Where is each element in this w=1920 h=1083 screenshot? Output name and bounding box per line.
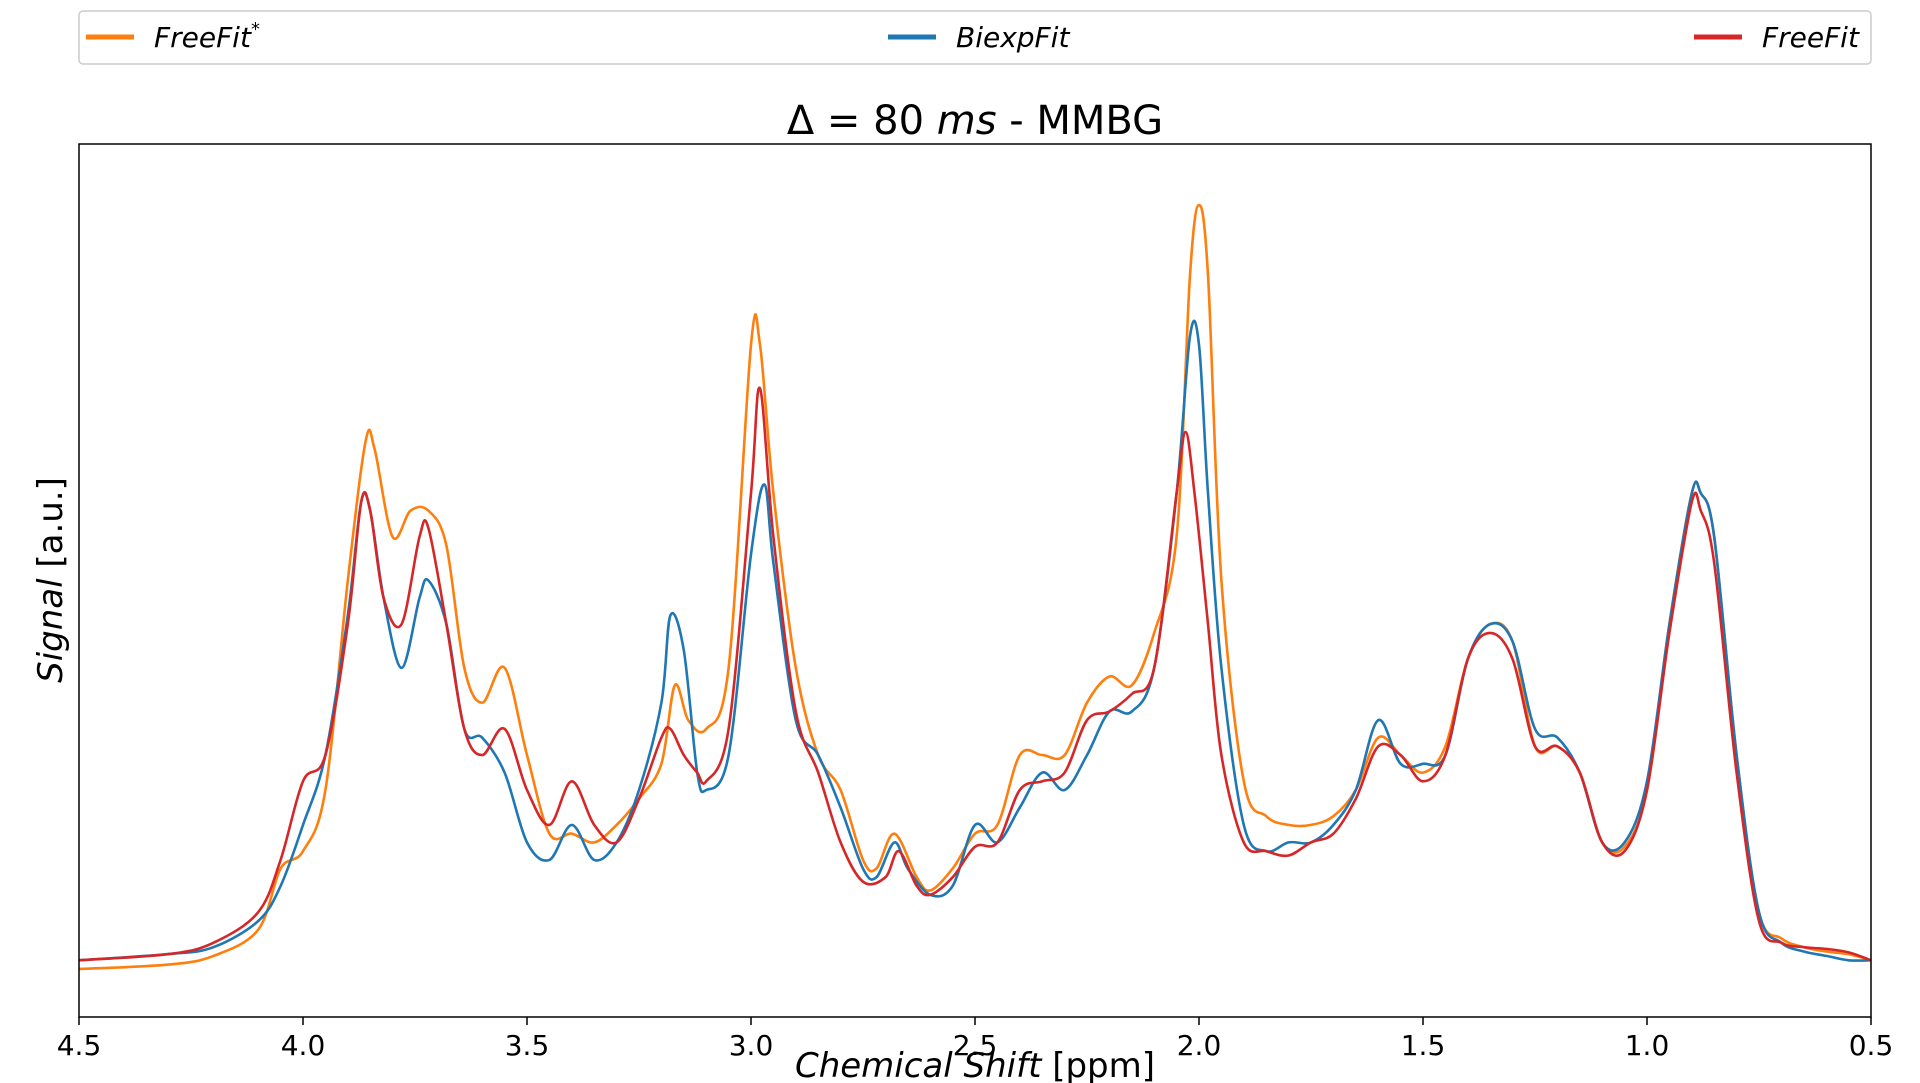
chart-title: Δ = 80 ms - MMBG: [787, 98, 1163, 144]
legend-frame: [78, 10, 1872, 65]
series-layer: [79, 203, 1871, 971]
x-tick-label: 0.5: [1849, 1029, 1894, 1062]
x-tick-label: 3.5: [505, 1029, 550, 1062]
legend-label-2: FreeFit: [1762, 21, 1860, 54]
x-tick-label: 1.0: [1625, 1029, 1670, 1062]
x-tick-label: 4.5: [57, 1029, 102, 1062]
x-tick-label: 2.5: [953, 1029, 998, 1062]
legend-items: FreeFit* BiexpFit FreeFit: [86, 19, 1860, 54]
legend-label-1: BiexpFit: [956, 21, 1070, 54]
y-axis-label: Signal [a.u.]: [31, 477, 71, 683]
x-axis-label: Chemical Shift [ppm]: [795, 1046, 1155, 1083]
legend-label-0: FreeFit*: [154, 19, 260, 54]
series-line-2: [79, 386, 1871, 962]
series-line-1: [79, 319, 1871, 962]
x-tick-label: 1.5: [1401, 1029, 1446, 1062]
x-tick-label: 2.0: [1177, 1029, 1222, 1062]
x-tick-label: 3.0: [729, 1029, 774, 1062]
x-tick-label: 4.0: [281, 1029, 326, 1062]
series-line-0: [79, 203, 1871, 971]
legend: FreeFit* BiexpFit FreeFit: [78, 10, 1872, 65]
x-axis: 4.5 4.0 3.5 3.0 2.5 2.0 1.5 1.0 0.5: [57, 1017, 1894, 1062]
